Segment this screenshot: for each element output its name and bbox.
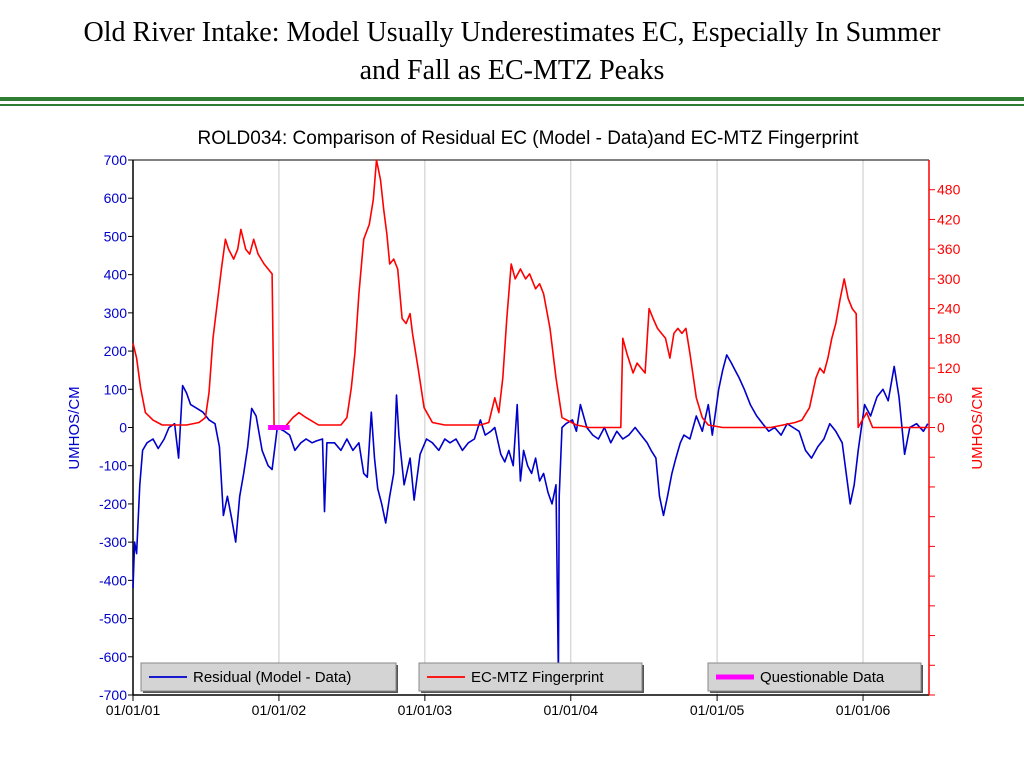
slide-title-line-1: Old River Intake: Model Usually Underest… xyxy=(83,17,941,48)
legend-item: EC-MTZ Fingerprint xyxy=(418,662,644,693)
legend-box xyxy=(418,662,643,692)
y-right-tick-label: 300 xyxy=(937,271,961,287)
y-right-tick-label: 0 xyxy=(937,420,945,436)
y-left-tick-label: -100 xyxy=(99,458,127,474)
y-right-tick-label: 120 xyxy=(937,360,961,376)
y-right-tick-label: 60 xyxy=(937,390,953,406)
slide-title: Old River Intake: Model Usually Underest… xyxy=(0,14,1024,90)
legend-item: Residual (Model - Data) xyxy=(140,662,398,693)
y-left-tick-label: -300 xyxy=(99,534,127,550)
y-right-tick-label: 180 xyxy=(937,330,961,346)
slide-title-line-2: and Fall as EC-MTZ Peaks xyxy=(359,55,665,86)
y-left-tick-label: 300 xyxy=(104,305,128,321)
axes-layer: 01/01/01 01/01/02 01/01/03 01/01/04 01/01/05… xyxy=(99,152,961,718)
y-left-tick-label: 600 xyxy=(104,190,128,206)
y-left-tick-label: -600 xyxy=(99,649,127,665)
x-tick-label: 01/01/02 xyxy=(252,702,307,718)
y-axis-right-label: UMHOS/CM xyxy=(969,386,986,469)
y-left-tick-label: -400 xyxy=(99,572,127,588)
x-tick-label: 01/01/01 xyxy=(106,702,161,718)
y-left-tick-label: 500 xyxy=(104,228,128,244)
y-left-tick-label: -500 xyxy=(99,611,127,627)
y-left-tick-label: -700 xyxy=(99,687,127,703)
legend-item: Questionable Data xyxy=(707,662,923,693)
series-layer xyxy=(132,159,929,677)
y-right-tick-label: 480 xyxy=(937,182,961,198)
x-tick-label: 01/01/03 xyxy=(398,702,453,718)
y-right-tick-label: 420 xyxy=(937,211,961,227)
y-left-tick-label: 700 xyxy=(104,152,128,168)
chart-title: ROLD034: Comparison of Residual EC (Mode… xyxy=(197,128,859,149)
legend-label: EC-MTZ Fingerprint xyxy=(471,669,604,686)
x-tick-label: 01/01/06 xyxy=(836,702,891,718)
x-tick-label: 01/01/05 xyxy=(690,702,745,718)
y-right-tick-label: 360 xyxy=(937,241,961,257)
y-right-tick-label: 240 xyxy=(937,301,961,317)
y-left-tick-label: 0 xyxy=(119,420,127,436)
y-left-tick-label: -200 xyxy=(99,496,127,512)
x-tick-label: 01/01/04 xyxy=(544,702,599,718)
grid-layer xyxy=(278,160,864,695)
residual-series-line xyxy=(132,354,929,677)
legend-label: Residual (Model - Data) xyxy=(193,669,351,686)
y-axis-left-label: UMHOS/CM xyxy=(66,386,83,469)
ec-mtz-series-line xyxy=(132,159,928,429)
legend-label: Questionable Data xyxy=(760,669,885,686)
title-rule-top xyxy=(0,97,1024,101)
legend: Residual (Model - Data) EC-MTZ Fingerprin… xyxy=(140,662,923,693)
y-left-tick-label: 100 xyxy=(104,381,128,397)
y-left-tick-label: 400 xyxy=(104,267,128,283)
y-left-tick-label: 200 xyxy=(104,343,128,359)
title-rule-bottom xyxy=(0,104,1024,106)
